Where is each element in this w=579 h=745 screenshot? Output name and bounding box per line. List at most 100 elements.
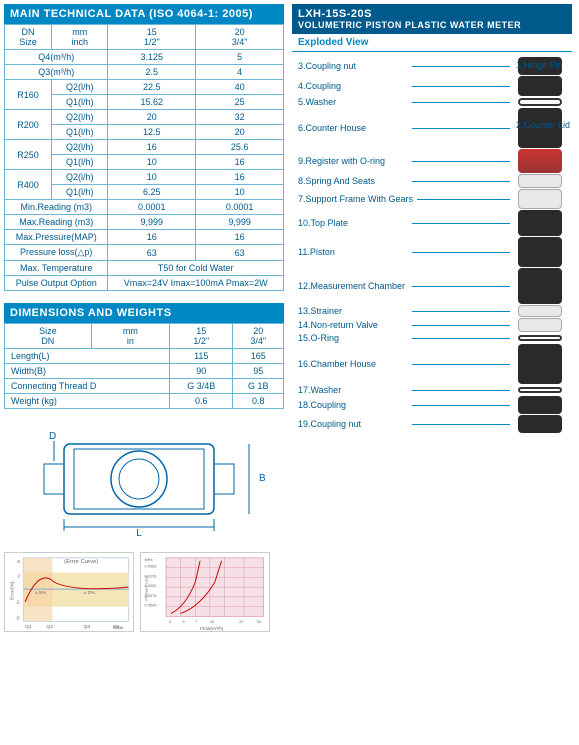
tech-cell: R400 bbox=[5, 170, 52, 200]
tech-cell: 25.6 bbox=[196, 140, 284, 155]
part-label: 4.Coupling bbox=[298, 81, 408, 91]
svg-text:Q2: Q2 bbox=[47, 624, 54, 630]
part-13: 13.Strainer bbox=[298, 305, 566, 317]
part-label: 15.O-Ring bbox=[298, 333, 408, 343]
dim-cell: Length(L) bbox=[5, 349, 170, 364]
part-9: 9.Register with O-ring bbox=[298, 149, 566, 173]
tech-cell: 63 bbox=[108, 245, 196, 261]
part-icon bbox=[518, 396, 562, 414]
part-12: 12.Measurement Chamber bbox=[298, 268, 566, 304]
tech-cell: T50 for Cold Water bbox=[108, 261, 284, 276]
tech-cell: Q1(l/h) bbox=[52, 155, 108, 170]
tech-cell: Q1(l/h) bbox=[52, 185, 108, 200]
tech-cell: 5 bbox=[196, 50, 284, 65]
th-unit: mm inch bbox=[52, 25, 108, 50]
part-19: 19.Coupling nut bbox=[298, 415, 566, 433]
part-16: 16.Chamber House bbox=[298, 344, 566, 384]
svg-text:Q4: Q4 bbox=[113, 624, 120, 630]
tech-cell: 10 bbox=[108, 155, 196, 170]
part-icon bbox=[518, 174, 562, 188]
tech-cell: 10 bbox=[196, 185, 284, 200]
tech-cell: 16 bbox=[196, 155, 284, 170]
tech-cell: 16 bbox=[196, 230, 284, 245]
part-icon bbox=[518, 344, 562, 384]
part-label: 13.Strainer bbox=[298, 306, 408, 316]
dth-size: Size DN bbox=[5, 324, 92, 349]
svg-text:Q3: Q3 bbox=[84, 624, 91, 630]
dim-cell: 165 bbox=[233, 349, 284, 364]
tech-cell: 16 bbox=[108, 140, 196, 155]
dth-20: 20 3/4" bbox=[233, 324, 284, 349]
dim-cell: Connecting Thread D bbox=[5, 379, 170, 394]
part-label: 8.Spring And Seats bbox=[298, 176, 408, 186]
dth-unit: mm in bbox=[91, 324, 169, 349]
tech-cell: 6.25 bbox=[108, 185, 196, 200]
side-part-1: 1.Hinge Pin bbox=[516, 60, 570, 70]
dim-cell: 0.6 bbox=[170, 394, 233, 409]
part-label: 16.Chamber House bbox=[298, 359, 408, 369]
part-label: 3.Coupling nut bbox=[298, 61, 408, 71]
th-dn: DN Size bbox=[5, 25, 52, 50]
tech-cell: 10 bbox=[108, 170, 196, 185]
tech-cell: Q2(l/h) bbox=[52, 110, 108, 125]
svg-text:± 5%: ± 5% bbox=[35, 590, 47, 596]
svg-text:5: 5 bbox=[17, 559, 20, 565]
product-title: VOLUMETRIC PISTON PLASTIC WATER METER bbox=[298, 20, 566, 30]
tech-data-header: MAIN TECHNICAL DATA (ISO 4064-1: 2005) bbox=[4, 4, 284, 24]
side-part-2: 2.Counter Lid bbox=[516, 120, 570, 130]
part-icon bbox=[518, 268, 562, 304]
exploded-view-diagram: 3.Coupling nut4.Coupling5.Washer6.Counte… bbox=[292, 52, 572, 438]
part-label: 10.Top Plate bbox=[298, 218, 408, 228]
dim-cell: Width(B) bbox=[5, 364, 170, 379]
tech-cell: Max.Reading (m3) bbox=[5, 215, 108, 230]
tech-cell: Max.Pressure(MAP) bbox=[5, 230, 108, 245]
part-label: 5.Washer bbox=[298, 97, 408, 107]
svg-text:10: 10 bbox=[210, 619, 215, 624]
label-B: B bbox=[259, 473, 266, 484]
svg-text:30: 30 bbox=[257, 619, 262, 624]
tech-cell: 0.0001 bbox=[196, 200, 284, 215]
dim-cell: 95 bbox=[233, 364, 284, 379]
svg-text:-5: -5 bbox=[15, 615, 20, 621]
svg-text:Q1: Q1 bbox=[25, 624, 32, 630]
dimensions-header: DIMENSIONS AND WEIGHTS bbox=[4, 303, 284, 323]
tech-cell: R250 bbox=[5, 140, 52, 170]
tech-cell: Min.Reading (m3) bbox=[5, 200, 108, 215]
svg-text:7: 7 bbox=[195, 619, 197, 624]
tech-cell: 20 bbox=[196, 125, 284, 140]
tech-cell: 16 bbox=[108, 230, 196, 245]
label-D: D bbox=[49, 431, 56, 442]
tech-cell: Pulse Output Option bbox=[5, 276, 108, 291]
tech-cell: 2.5 bbox=[108, 65, 196, 80]
tech-cell: 16 bbox=[196, 170, 284, 185]
part-10: 10.Top Plate bbox=[298, 210, 566, 236]
svg-text:Flow(m³/h): Flow(m³/h) bbox=[200, 626, 224, 632]
part-17: 17.Washer bbox=[298, 385, 566, 395]
part-icon bbox=[518, 210, 562, 236]
part-label: 9.Register with O-ring bbox=[298, 156, 408, 166]
svg-text:0.0504: 0.0504 bbox=[145, 603, 158, 608]
tech-cell: Q4(m³/h) bbox=[5, 50, 108, 65]
left-column: MAIN TECHNICAL DATA (ISO 4064-1: 2005) D… bbox=[4, 4, 284, 632]
tech-cell: 3.125 bbox=[108, 50, 196, 65]
tech-cell: 20 bbox=[108, 110, 196, 125]
dimensions-table: Size DN mm in 15 1/2" 20 3/4" Length(L)1… bbox=[4, 323, 284, 409]
tech-cell: Vmax=24V Imax=100mA Pmax=2W bbox=[108, 276, 284, 291]
part-14: 14.Non-return Valve bbox=[298, 318, 566, 332]
part-7: 7.Support Frame With Gears bbox=[298, 189, 566, 209]
tech-cell: 63 bbox=[196, 245, 284, 261]
svg-text:5: 5 bbox=[183, 619, 185, 624]
tech-cell: 22.5 bbox=[108, 80, 196, 95]
part-18: 18.Coupling bbox=[298, 396, 566, 414]
svg-text:0.0063: 0.0063 bbox=[145, 564, 157, 569]
tech-cell: 40 bbox=[196, 80, 284, 95]
tech-cell: 4 bbox=[196, 65, 284, 80]
svg-text:20: 20 bbox=[239, 619, 244, 624]
tech-cell: Q2(l/h) bbox=[52, 80, 108, 95]
part-label: 7.Support Frame With Gears bbox=[298, 194, 413, 204]
model-header: LXH-15S-20S VOLUMETRIC PISTON PLASTIC WA… bbox=[292, 4, 572, 34]
right-column: LXH-15S-20S VOLUMETRIC PISTON PLASTIC WA… bbox=[292, 4, 572, 632]
part-icon bbox=[518, 149, 562, 173]
tech-cell: 15.62 bbox=[108, 95, 196, 110]
th-20: 20 3/4" bbox=[196, 25, 284, 50]
